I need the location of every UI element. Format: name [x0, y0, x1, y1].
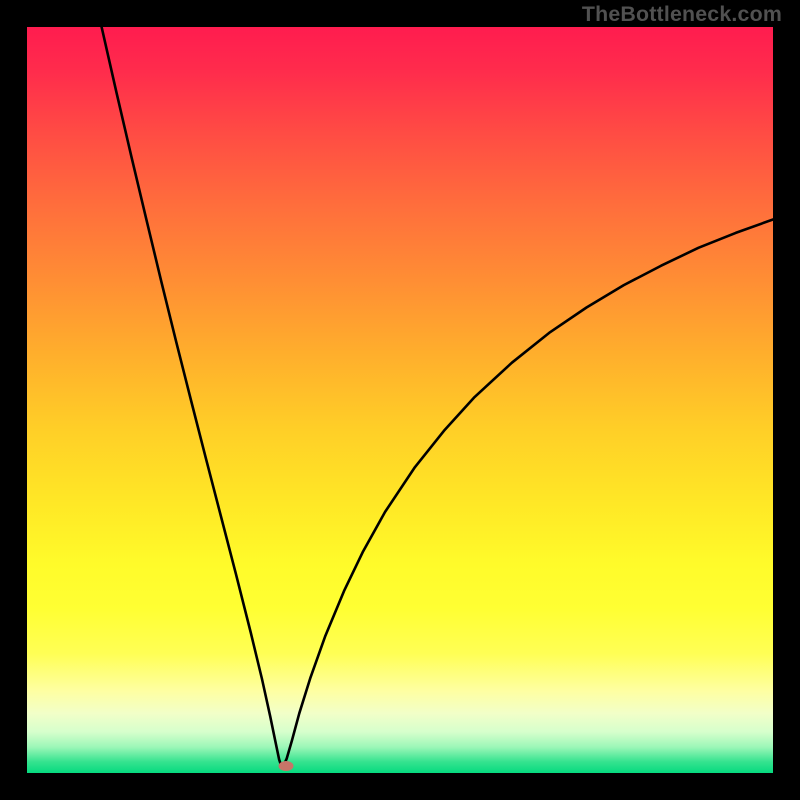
vertex-marker — [278, 761, 293, 771]
watermark-text: TheBottleneck.com — [582, 2, 782, 27]
bottleneck-curve — [102, 27, 773, 769]
plot-area — [27, 27, 773, 773]
chart-frame: TheBottleneck.com — [0, 0, 800, 800]
curve-layer — [27, 27, 773, 773]
